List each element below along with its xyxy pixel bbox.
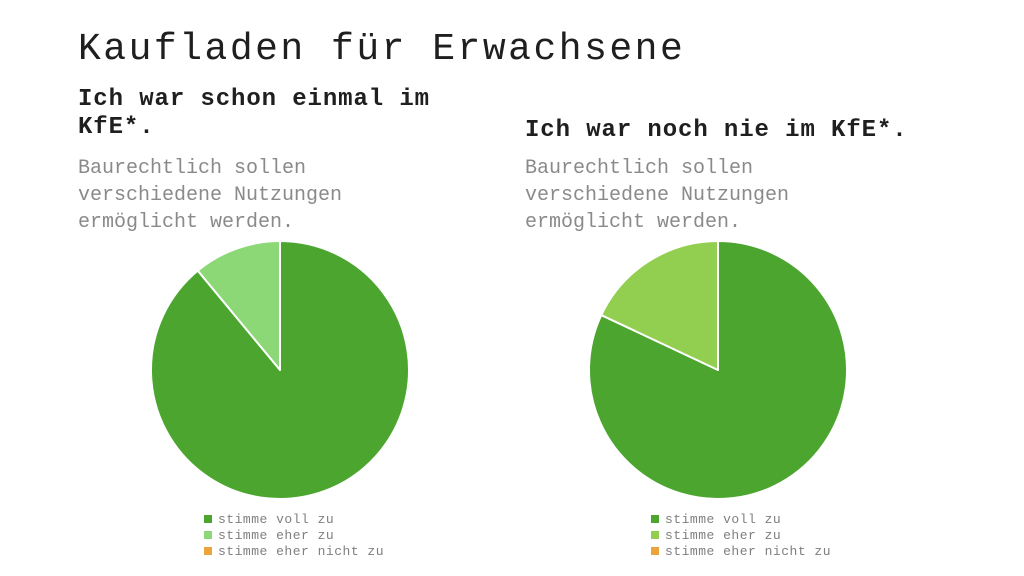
pie-slice <box>588 240 848 500</box>
legend-label: stimme eher nicht zu <box>665 543 832 559</box>
right-chart-legend: stimme voll zu stimme eher zu stimme ehe… <box>651 511 831 559</box>
legend-label: stimme eher zu <box>665 527 782 543</box>
legend-swatch-dark-green <box>204 515 212 523</box>
legend-item: stimme voll zu <box>204 511 384 527</box>
legend-swatch-light-green <box>204 531 212 539</box>
legend-item: stimme eher zu <box>204 527 384 543</box>
legend-item: stimme eher nicht zu <box>204 543 384 559</box>
pie-slice <box>600 240 719 371</box>
legend-item: stimme eher zu <box>651 527 831 543</box>
left-chart-legend: stimme voll zu stimme eher zu stimme ehe… <box>204 511 384 559</box>
legend-swatch-orange <box>204 547 212 555</box>
legend-label: stimme voll zu <box>665 511 782 527</box>
legend-label: stimme eher zu <box>218 527 335 543</box>
legend-label: stimme voll zu <box>218 511 335 527</box>
left-chart-description: Baurechtlich sollen verschiedene Nutzung… <box>78 157 343 234</box>
legend-item: stimme eher nicht zu <box>651 543 831 559</box>
legend-item: stimme voll zu <box>651 511 831 527</box>
right-chart-heading: Ich war noch nie im KfE*. <box>525 117 908 144</box>
legend-swatch-light-green <box>651 531 659 539</box>
legend-swatch-dark-green <box>651 515 659 523</box>
legend-swatch-orange <box>651 547 659 555</box>
left-pie-chart <box>149 240 410 500</box>
legend-label: stimme eher nicht zu <box>218 543 385 559</box>
right-pie-chart <box>588 240 848 500</box>
slide-title: Kaufladen für Erwachsene <box>78 28 686 71</box>
left-chart-heading: Ich war schon einmal im KfE*. <box>78 86 430 141</box>
right-chart-description: Baurechtlich sollen verschiedene Nutzung… <box>525 157 790 234</box>
pie-slice <box>196 240 281 371</box>
